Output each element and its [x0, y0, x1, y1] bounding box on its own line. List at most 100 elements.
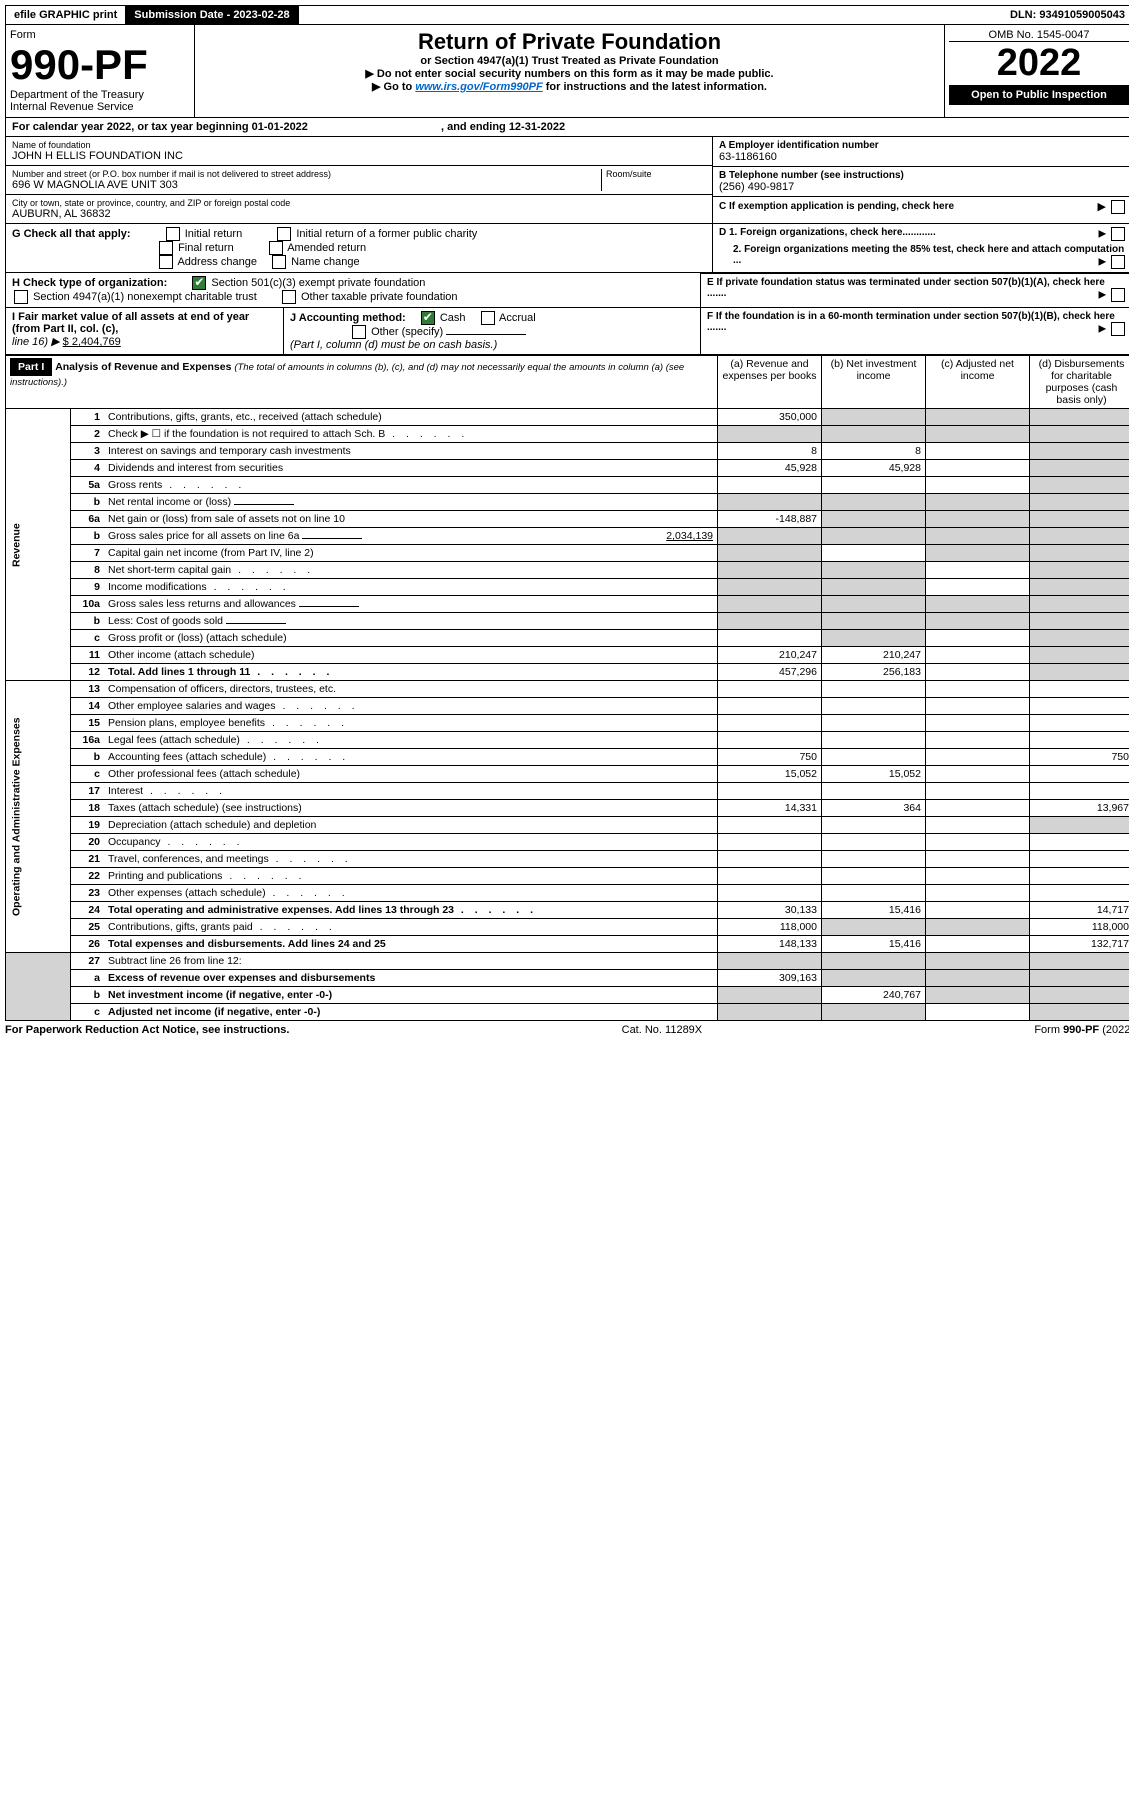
- footer: For Paperwork Reduction Act Notice, see …: [5, 1021, 1129, 1039]
- line-text: Income modifications . . . . . .: [104, 579, 717, 596]
- g-address[interactable]: [159, 255, 173, 269]
- line-text: Less: Cost of goods sold: [104, 613, 717, 630]
- amt-d: 118,000: [1030, 919, 1129, 936]
- amt-b: [822, 545, 926, 562]
- submission-date: Submission Date - 2023-02-28: [126, 6, 298, 24]
- amt-c: [926, 919, 1030, 936]
- amt-b: 256,183: [822, 664, 926, 681]
- instr-1: ▶ Do not enter social security numbers o…: [199, 67, 940, 80]
- line-num: 12: [71, 664, 105, 681]
- amt-b: [822, 868, 926, 885]
- amt-d: [1030, 613, 1129, 630]
- instr2-pre: ▶ Go to: [372, 81, 415, 93]
- amt-a: 750: [718, 749, 822, 766]
- cal-year-start: For calendar year 2022, or tax year begi…: [12, 121, 308, 133]
- j-other[interactable]: [352, 325, 366, 339]
- line-text: Legal fees (attach schedule) . . . . . .: [104, 732, 717, 749]
- line-num: 16a: [71, 732, 105, 749]
- amt-d: [1030, 664, 1129, 681]
- amt-b: [822, 562, 926, 579]
- amt-a: 45,928: [718, 460, 822, 477]
- amt-b: [822, 613, 926, 630]
- e-checkbox[interactable]: [1111, 288, 1125, 302]
- amt-a: [718, 698, 822, 715]
- amt-b: [822, 817, 926, 834]
- j-accrual[interactable]: [481, 311, 495, 325]
- amt-b: [822, 698, 926, 715]
- g-final[interactable]: [159, 241, 173, 255]
- amt-b: [822, 783, 926, 800]
- line-num: 22: [71, 868, 105, 885]
- j-cash[interactable]: [421, 311, 435, 325]
- line-text: Total expenses and disbursements. Add li…: [104, 936, 717, 953]
- j-label: J Accounting method:: [290, 312, 406, 324]
- footer-mid: Cat. No. 11289X: [622, 1024, 703, 1036]
- amt-a: 350,000: [718, 409, 822, 426]
- form-header: Form 990-PF Department of the Treasury I…: [5, 25, 1129, 118]
- amt-d: [1030, 545, 1129, 562]
- amt-b: 210,247: [822, 647, 926, 664]
- amt-a: [718, 596, 822, 613]
- amt-c: [926, 477, 1030, 494]
- amt-c: [926, 511, 1030, 528]
- line-text: Gross sales less returns and allowances: [104, 596, 717, 613]
- amt-a: 210,247: [718, 647, 822, 664]
- amt-c: [926, 409, 1030, 426]
- line-num: 9: [71, 579, 105, 596]
- i-line: line 16) ▶: [12, 336, 60, 348]
- line-text: Total operating and administrative expen…: [104, 902, 717, 919]
- amt-a: 30,133: [718, 902, 822, 919]
- ein-label: A Employer identification number: [719, 140, 1127, 151]
- h2-text: Section 4947(a)(1) nonexempt charitable …: [33, 291, 257, 303]
- amt-c: [926, 936, 1030, 953]
- amt-d: [1030, 834, 1129, 851]
- amt-a: [718, 579, 822, 596]
- g-opt-3: Initial return of a former public charit…: [296, 228, 477, 240]
- d1-checkbox[interactable]: [1111, 227, 1125, 241]
- amt-d: 13,967: [1030, 800, 1129, 817]
- amt-d: [1030, 477, 1129, 494]
- efile-label: efile GRAPHIC print: [6, 6, 126, 24]
- f-checkbox[interactable]: [1111, 322, 1125, 336]
- col-d: (d) Disbursements for charitable purpose…: [1030, 356, 1129, 409]
- line-num: 21: [71, 851, 105, 868]
- amt-a: 118,000: [718, 919, 822, 936]
- g-opt-1: Final return: [178, 242, 234, 254]
- form-link[interactable]: www.irs.gov/Form990PF: [415, 81, 542, 93]
- amt-c: [926, 647, 1030, 664]
- amt-c: [926, 579, 1030, 596]
- instr-2: ▶ Go to www.irs.gov/Form990PF for instru…: [199, 80, 940, 93]
- amt-d: [1030, 868, 1129, 885]
- addr-label: Number and street (or P.O. box number if…: [12, 169, 601, 179]
- h-501c3[interactable]: [192, 276, 206, 290]
- amt-b: [822, 732, 926, 749]
- amt-b: [822, 528, 926, 545]
- amt-d: 750: [1030, 749, 1129, 766]
- i-j-f-block: I Fair market value of all assets at end…: [5, 308, 1129, 355]
- g-initial[interactable]: [166, 227, 180, 241]
- amt-d: [1030, 681, 1129, 698]
- g-amended[interactable]: [269, 241, 283, 255]
- amt-d: [1030, 443, 1129, 460]
- amt-a: [718, 817, 822, 834]
- line-num: 1: [71, 409, 105, 426]
- amt-a: [718, 426, 822, 443]
- amt-c: [926, 800, 1030, 817]
- g-opt-0: Initial return: [185, 228, 242, 240]
- form-subtitle: or Section 4947(a)(1) Trust Treated as P…: [199, 55, 940, 67]
- h-4947[interactable]: [14, 290, 28, 304]
- amt-d: [1030, 783, 1129, 800]
- g-opt-5: Name change: [291, 256, 360, 268]
- g-former[interactable]: [277, 227, 291, 241]
- line-text: Other employee salaries and wages . . . …: [104, 698, 717, 715]
- phone-label: B Telephone number (see instructions): [719, 170, 1127, 181]
- c-checkbox[interactable]: [1111, 200, 1125, 214]
- line-text: Total. Add lines 1 through 11 . . . . . …: [104, 664, 717, 681]
- amt-c: [926, 715, 1030, 732]
- foundation-name: JOHN H ELLIS FOUNDATION INC: [12, 150, 706, 162]
- g-name[interactable]: [272, 255, 286, 269]
- d2-checkbox[interactable]: [1111, 255, 1125, 269]
- h-other[interactable]: [282, 290, 296, 304]
- col-b: (b) Net investment income: [822, 356, 926, 409]
- line-text: Check ▶ ☐ if the foundation is not requi…: [104, 426, 717, 443]
